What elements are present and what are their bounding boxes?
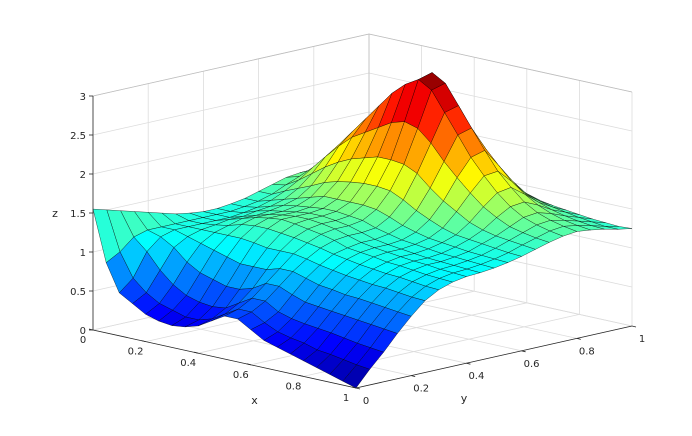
axes: [88, 95, 637, 390]
z-tick-label: 0.5: [70, 287, 86, 298]
y-tick-label: 0.4: [468, 371, 484, 382]
z-tick-label: 1: [80, 248, 86, 259]
x-axis-label: x: [251, 394, 258, 407]
x-tick-mark: [299, 375, 304, 377]
x-tick-mark: [351, 386, 357, 389]
y-tick-mark: [576, 338, 581, 340]
x-tick-label: 0.6: [233, 370, 249, 381]
y-tick-label: 1: [639, 334, 645, 345]
x-tick-mark: [141, 340, 146, 342]
x-tick-label: 0.8: [285, 381, 301, 392]
x-tick-label: 1: [343, 393, 349, 404]
x-axis-line: [92, 329, 357, 389]
y-tick-label: 0.2: [413, 384, 429, 395]
y-tick-mark: [521, 350, 526, 353]
y-tick-label: 0.8: [579, 346, 595, 357]
z-tick-label: 1.5: [70, 209, 86, 220]
y-axis-label: y: [461, 392, 468, 405]
z-tick-label: 3: [80, 92, 86, 103]
y-axis-line: [355, 325, 633, 389]
x-tick-label: 0.2: [128, 347, 144, 358]
box-edge: [368, 33, 633, 93]
x-tick-mark: [246, 363, 251, 366]
y-tick-label: 0: [363, 396, 369, 407]
x-tick-mark: [194, 351, 199, 354]
wall-grid-line: [92, 111, 370, 175]
tick-labels: 0 0.2 0.4 0.6 0.8 1 0 0.2 0.4 0.6 0.8 1 0 0.5 1 1.5 2 2.5…: [70, 92, 645, 407]
y-tick-mark: [631, 325, 637, 328]
wall-grid-line: [92, 72, 370, 136]
y-tick-mark: [466, 362, 471, 365]
z-axis-label: z: [52, 207, 58, 220]
surface-patch: [342, 364, 371, 389]
y-tick-mark: [355, 387, 361, 390]
box-edge: [92, 33, 370, 97]
z-tick-label: 0: [80, 326, 86, 337]
y-tick-label: 0.6: [524, 359, 540, 370]
surface-mesh: [92, 72, 633, 389]
y-tick-mark: [411, 375, 416, 377]
x-tick-label: 0.4: [180, 358, 196, 369]
z-tick-label: 2: [80, 170, 86, 181]
z-tick-label: 2.5: [70, 131, 86, 142]
x-tick-label: 0: [80, 335, 86, 346]
